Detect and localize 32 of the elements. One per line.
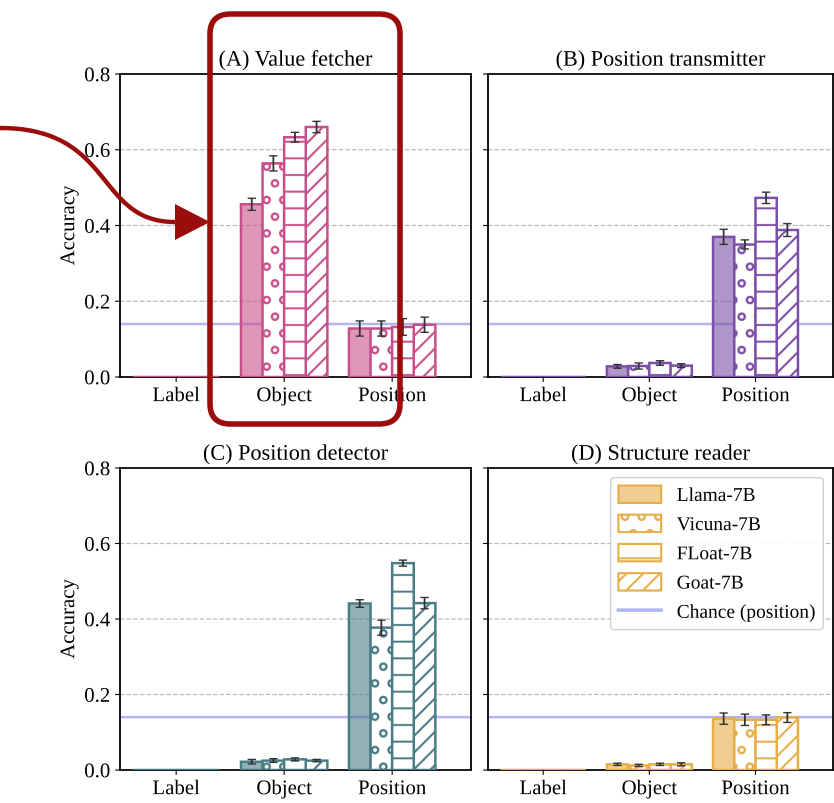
y-tick-label: 0.6 bbox=[85, 143, 110, 158]
x-tick-label: Object bbox=[622, 386, 677, 406]
y-tick-label: 0.8 bbox=[85, 461, 110, 476]
y-tick-label: 0.6 bbox=[85, 536, 110, 552]
y-tick-label: 0.0 bbox=[85, 763, 110, 778]
x-tick-label: Object bbox=[622, 780, 677, 799]
y-axis-title: Accuracy bbox=[60, 186, 79, 266]
x-tick-label: Position bbox=[358, 780, 426, 794]
chart-title: (B) Position transmitter bbox=[556, 50, 766, 70]
x-tick-label: Position bbox=[722, 387, 790, 402]
y-tick-label: 0.4 bbox=[85, 612, 110, 627]
y-tick-label: 0.2 bbox=[85, 294, 110, 309]
y-tick-label: 0.2 bbox=[85, 688, 110, 702]
x-tick-label: Label bbox=[520, 780, 566, 794]
x-tick-label: Label bbox=[153, 386, 200, 402]
y-axis-title: Accuracy bbox=[60, 579, 79, 659]
legend-label: Goat-7B bbox=[678, 576, 743, 589]
legend-label: Llama-7B bbox=[677, 487, 755, 502]
x-tick-label: Label bbox=[153, 780, 200, 794]
legend-label: Vicuna-7B bbox=[676, 517, 760, 530]
x-tick-label: Object bbox=[257, 386, 312, 406]
chart-title: (A) Value fetcher bbox=[220, 50, 372, 70]
chart-title: (D) Structure reader bbox=[572, 444, 750, 464]
y-tick-label: 0.8 bbox=[85, 67, 110, 82]
y-tick-label: 0.0 bbox=[85, 370, 110, 385]
x-tick-label: Label bbox=[520, 386, 566, 402]
legend-label: Chance (position) bbox=[678, 604, 815, 622]
x-tick-label: Object bbox=[257, 780, 312, 799]
legend-label: FLoat-7B bbox=[677, 546, 752, 560]
x-tick-label: Position bbox=[722, 780, 790, 794]
y-tick-label: 0.4 bbox=[85, 218, 110, 234]
chart-title: (C) Position detector bbox=[204, 444, 388, 464]
